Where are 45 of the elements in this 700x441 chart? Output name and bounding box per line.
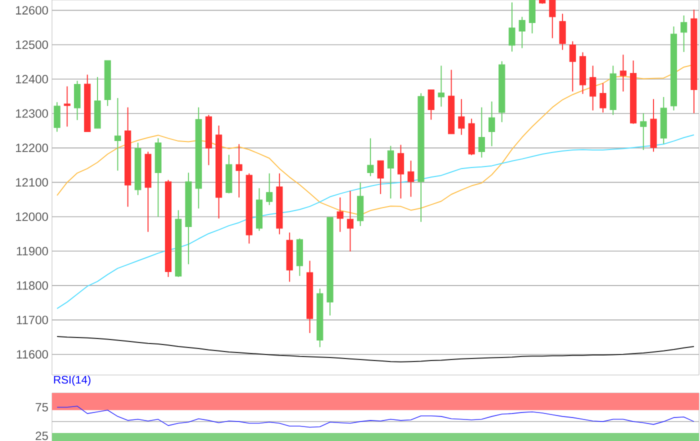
candlestick bbox=[336, 196, 344, 232]
candlestick bbox=[74, 80, 81, 121]
candlestick bbox=[508, 2, 516, 52]
candlestick bbox=[387, 145, 394, 200]
candlestick bbox=[346, 190, 354, 252]
candlestick bbox=[478, 106, 485, 158]
candlestick bbox=[600, 82, 606, 113]
y-tick-label: 12000 bbox=[16, 212, 48, 221]
y-tick-label: 75 bbox=[36, 403, 48, 412]
y-tick-label: 12300 bbox=[16, 109, 48, 118]
y-tick-label: 12100 bbox=[16, 178, 48, 187]
candlestick bbox=[428, 89, 434, 120]
line-series bbox=[56, 406, 694, 428]
y-tick-label: 12400 bbox=[16, 74, 48, 84]
candlestick bbox=[114, 98, 121, 172]
candlestick bbox=[640, 112, 647, 150]
candlestick bbox=[377, 160, 384, 195]
candlestick bbox=[549, 0, 556, 39]
y-tick-label: 11900 bbox=[16, 246, 48, 256]
candlestick bbox=[438, 65, 444, 108]
candlestick bbox=[620, 54, 626, 92]
candlestick bbox=[408, 160, 414, 198]
candlestick bbox=[488, 100, 496, 147]
candlestick bbox=[266, 172, 273, 206]
candlestick bbox=[458, 98, 465, 136]
y-tick-label: 11700 bbox=[16, 316, 48, 324]
y-tick-label: 11600 bbox=[16, 350, 48, 359]
y-tick-label: 25 bbox=[36, 432, 48, 440]
line-series bbox=[56, 134, 694, 310]
y-tick-label: 12600 bbox=[16, 6, 48, 15]
candlestick bbox=[518, 16, 526, 49]
candlestick bbox=[590, 65, 596, 111]
candlestick bbox=[680, 14, 688, 52]
y-tick-label: 12500 bbox=[16, 40, 48, 49]
candlestick bbox=[54, 102, 60, 132]
y-tick-label: 11800 bbox=[16, 281, 48, 290]
chart-title: RSI(14) bbox=[54, 376, 90, 386]
candlestick bbox=[367, 138, 374, 177]
candlestick bbox=[559, 13, 566, 50]
candlestick bbox=[569, 40, 576, 92]
y-tick-label: 12200 bbox=[16, 144, 48, 152]
candlestick bbox=[528, 0, 536, 34]
candlestick bbox=[64, 86, 70, 128]
candlestick bbox=[397, 144, 404, 200]
candlestick bbox=[236, 144, 242, 198]
